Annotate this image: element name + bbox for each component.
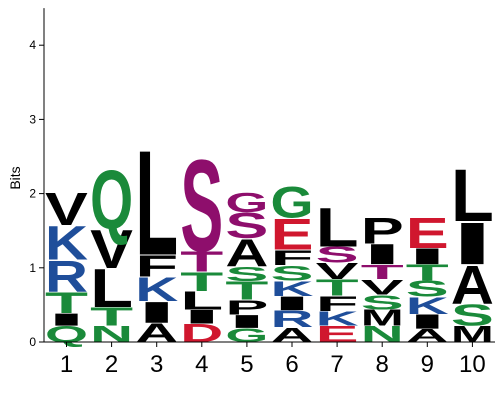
logo-letters: QITRKVNTLVQAIKFLDILTTSGIPTSASGARIKSFEGEK… <box>45 119 494 348</box>
logo-letter-e: E <box>271 209 314 259</box>
logo-letter-v: V <box>361 276 404 300</box>
logo-letter-s: S <box>225 263 268 286</box>
logo-letter-q: Q <box>90 154 133 247</box>
logo-letter-t: T <box>90 303 133 332</box>
x-tick-label: 6 <box>285 351 298 378</box>
logo-letter-f: F <box>135 249 178 284</box>
logo-letter-k: K <box>135 271 178 309</box>
logo-letter-t: T <box>180 267 223 297</box>
logo-letter-i: I <box>180 306 223 328</box>
logo-letter-s: S <box>361 291 404 314</box>
logo-letter-v: V <box>45 183 88 235</box>
x-tick-label: 1 <box>60 351 73 378</box>
logo-letter-t: T <box>180 246 223 278</box>
y-tick-label: 4 <box>29 38 36 52</box>
logo-letter-a: A <box>271 324 314 347</box>
logo-letter-l: L <box>316 197 359 258</box>
logo-letter-r: R <box>271 306 314 333</box>
x-tick-label: 5 <box>240 351 253 378</box>
logo-letter-i: I <box>361 238 404 270</box>
logo-letter-i: I <box>45 310 88 330</box>
logo-letter-f: F <box>271 246 314 270</box>
x-tick-label: 10 <box>459 351 486 378</box>
logo-letter-i: I <box>225 311 268 332</box>
logo-letter-k: K <box>406 292 449 319</box>
logo-letter-g: G <box>271 178 314 228</box>
logo-letter-s: S <box>225 206 268 246</box>
logo-letter-s: S <box>180 133 223 279</box>
x-axis: 1 2 3 4 5 6 7 8 9 10 <box>44 341 495 378</box>
logo-letter-t: T <box>316 275 359 300</box>
logo-letter-l: L <box>90 259 133 320</box>
y-tick-label: 1 <box>29 261 36 275</box>
logo-letter-v: V <box>316 259 359 284</box>
y-tick-label: 3 <box>29 112 36 126</box>
logo-letter-r: R <box>45 252 88 302</box>
logo-letter-a: A <box>225 231 268 275</box>
logo-letter-g: G <box>225 187 268 218</box>
logo-letter-s: S <box>316 242 359 267</box>
logo-letter-i: I <box>406 310 449 333</box>
x-tick-label: 9 <box>421 351 434 378</box>
logo-letter-f: F <box>316 292 359 316</box>
logo-letter-t: T <box>361 260 404 283</box>
logo-letter-i: I <box>451 210 494 277</box>
logo-letter-i: I <box>406 244 449 269</box>
logo-letter-a: A <box>406 326 449 347</box>
logo-letter-a: A <box>451 255 494 316</box>
x-tick-label: 4 <box>195 351 208 378</box>
logo-letter-l: L <box>451 155 494 237</box>
logo-letter-k: K <box>316 308 359 331</box>
logo-letter-e: E <box>406 208 449 257</box>
y-axis-title: Bits <box>7 166 23 189</box>
logo-letter-i: I <box>135 296 178 330</box>
y-tick-label: 2 <box>29 187 36 201</box>
logo-letter-t: T <box>45 287 88 320</box>
logo-letter-g: G <box>225 324 268 346</box>
logo-letter-i: I <box>271 293 314 315</box>
y-axis: 0 1 2 3 4 <box>29 8 45 349</box>
logo-letter-p: P <box>361 210 404 252</box>
x-tick-label: 3 <box>150 351 163 378</box>
logo-letter-l: L <box>180 287 223 316</box>
logo-letter-t: T <box>225 277 268 306</box>
y-tick-label: 0 <box>29 335 36 349</box>
logo-letter-v: V <box>90 218 133 279</box>
logo-letter-t: T <box>406 260 449 285</box>
logo-letter-k: K <box>271 277 314 301</box>
logo-letter-p: P <box>225 296 268 319</box>
logo-letter-s: S <box>271 261 314 285</box>
logo-letter-s: S <box>406 277 449 302</box>
logo-letter-s: S <box>451 298 494 333</box>
x-tick-label: 2 <box>105 351 118 378</box>
x-tick-label: 8 <box>376 351 389 378</box>
x-tick-label: 7 <box>330 351 343 378</box>
logo-letter-k: K <box>45 216 88 270</box>
logo-letter-l: L <box>135 119 178 287</box>
logo-letter-m: M <box>361 306 404 331</box>
